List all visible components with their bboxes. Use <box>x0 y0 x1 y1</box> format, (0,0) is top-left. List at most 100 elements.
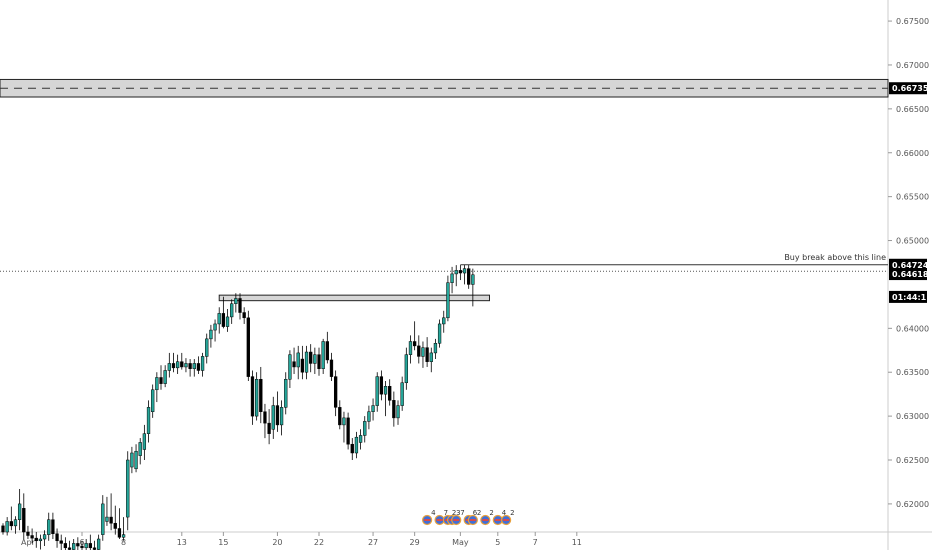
candle-down[interactable] <box>238 298 242 313</box>
candle-up[interactable] <box>225 316 230 327</box>
candle-up[interactable] <box>429 352 433 362</box>
candle-down[interactable] <box>317 354 321 369</box>
candle-up[interactable] <box>5 521 9 533</box>
candle-up[interactable] <box>47 519 51 535</box>
candle-up[interactable] <box>184 363 188 368</box>
candle-down[interactable] <box>379 376 384 395</box>
candle-up[interactable] <box>304 351 309 373</box>
candle-up[interactable] <box>450 273 454 283</box>
candle-up[interactable] <box>155 377 159 391</box>
candle-down[interactable] <box>329 359 334 377</box>
candle-down[interactable] <box>159 377 163 384</box>
candle-down[interactable] <box>346 417 350 445</box>
candle-down[interactable] <box>221 313 226 327</box>
candle-down[interactable] <box>59 540 63 544</box>
candle-down[interactable] <box>246 317 250 377</box>
candle-up[interactable] <box>375 376 379 406</box>
candle-up[interactable] <box>101 503 105 535</box>
candle-down[interactable] <box>242 312 246 319</box>
candle-down[interactable] <box>333 376 338 408</box>
candle-up[interactable] <box>284 378 288 408</box>
candle-up[interactable] <box>151 389 155 412</box>
candle-down[interactable] <box>180 361 184 368</box>
candle-down[interactable] <box>338 407 342 426</box>
candle-down[interactable] <box>250 376 255 417</box>
candle-up[interactable] <box>400 382 404 406</box>
candle-up[interactable] <box>354 436 359 454</box>
candle-up[interactable] <box>396 405 400 419</box>
candle-down[interactable] <box>417 345 421 357</box>
candle-down[interactable] <box>88 543 92 549</box>
candle-up[interactable] <box>279 407 284 426</box>
candle-down[interactable] <box>67 547 72 550</box>
candle-up[interactable] <box>17 503 22 520</box>
candle-up[interactable] <box>371 405 375 412</box>
candle-down[interactable] <box>425 347 429 362</box>
candle-up[interactable] <box>254 378 259 417</box>
candle-down[interactable] <box>63 543 68 549</box>
candle-down[interactable] <box>275 405 280 426</box>
candle-up[interactable] <box>167 363 171 371</box>
candle-up[interactable] <box>234 298 238 304</box>
candle-down[interactable] <box>259 378 263 412</box>
candle-down[interactable] <box>267 422 271 434</box>
candle-up[interactable] <box>296 352 300 368</box>
candle-down[interactable] <box>80 545 84 549</box>
candle-down[interactable] <box>51 519 55 535</box>
candle-up[interactable] <box>84 543 88 549</box>
candle-up[interactable] <box>288 354 292 380</box>
candle-up[interactable] <box>146 407 151 434</box>
candle-up[interactable] <box>121 534 126 538</box>
candle-down[interactable] <box>109 516 113 524</box>
candle-up[interactable] <box>205 338 209 357</box>
candle-up[interactable] <box>471 274 475 285</box>
candle-up[interactable] <box>462 268 467 274</box>
candle-up[interactable] <box>105 516 109 522</box>
candle-up[interactable] <box>72 543 76 550</box>
candle-down[interactable] <box>92 547 97 550</box>
candle-up[interactable] <box>342 417 346 426</box>
candle-down[interactable] <box>467 268 471 285</box>
candle-up[interactable] <box>126 459 130 518</box>
candle-up[interactable] <box>138 442 142 456</box>
candle-up[interactable] <box>42 534 47 540</box>
candle-up[interactable] <box>213 323 217 331</box>
candle-up[interactable] <box>383 386 388 395</box>
candle-down[interactable] <box>325 341 329 361</box>
candle-down[interactable] <box>196 363 201 371</box>
candle-down[interactable] <box>412 341 417 347</box>
candle-down[interactable] <box>171 363 176 369</box>
candle-down[interactable] <box>309 351 313 364</box>
candle-up[interactable] <box>367 411 371 422</box>
candle-up[interactable] <box>404 354 408 384</box>
candle-down[interactable] <box>392 400 396 419</box>
candle-down[interactable] <box>26 531 30 536</box>
candle-down[interactable] <box>55 533 59 542</box>
candle-up[interactable] <box>130 452 134 468</box>
candle-down[interactable] <box>1 525 5 533</box>
candle-up[interactable] <box>437 323 442 344</box>
candle-up[interactable] <box>442 317 446 325</box>
candle-down[interactable] <box>113 522 117 529</box>
candle-up[interactable] <box>363 421 367 436</box>
candle-down[interactable] <box>350 443 354 454</box>
candle-up[interactable] <box>163 370 167 384</box>
candle-up[interactable] <box>192 363 196 369</box>
candle-down[interactable] <box>300 358 305 373</box>
candle-up[interactable] <box>408 341 413 355</box>
candle-down[interactable] <box>263 411 267 424</box>
candle-down[interactable] <box>34 537 38 542</box>
candle-up[interactable] <box>358 435 363 443</box>
candle-up[interactable] <box>313 354 317 364</box>
candle-up[interactable] <box>13 519 18 527</box>
candle-up[interactable] <box>209 329 213 340</box>
candle-up[interactable] <box>96 538 101 550</box>
candle-down[interactable] <box>292 361 296 368</box>
candle-down[interactable] <box>117 528 122 538</box>
candle-down[interactable] <box>9 521 13 527</box>
candle-up[interactable] <box>200 356 205 371</box>
candle-up[interactable] <box>38 538 43 542</box>
candle-up[interactable] <box>175 361 180 369</box>
